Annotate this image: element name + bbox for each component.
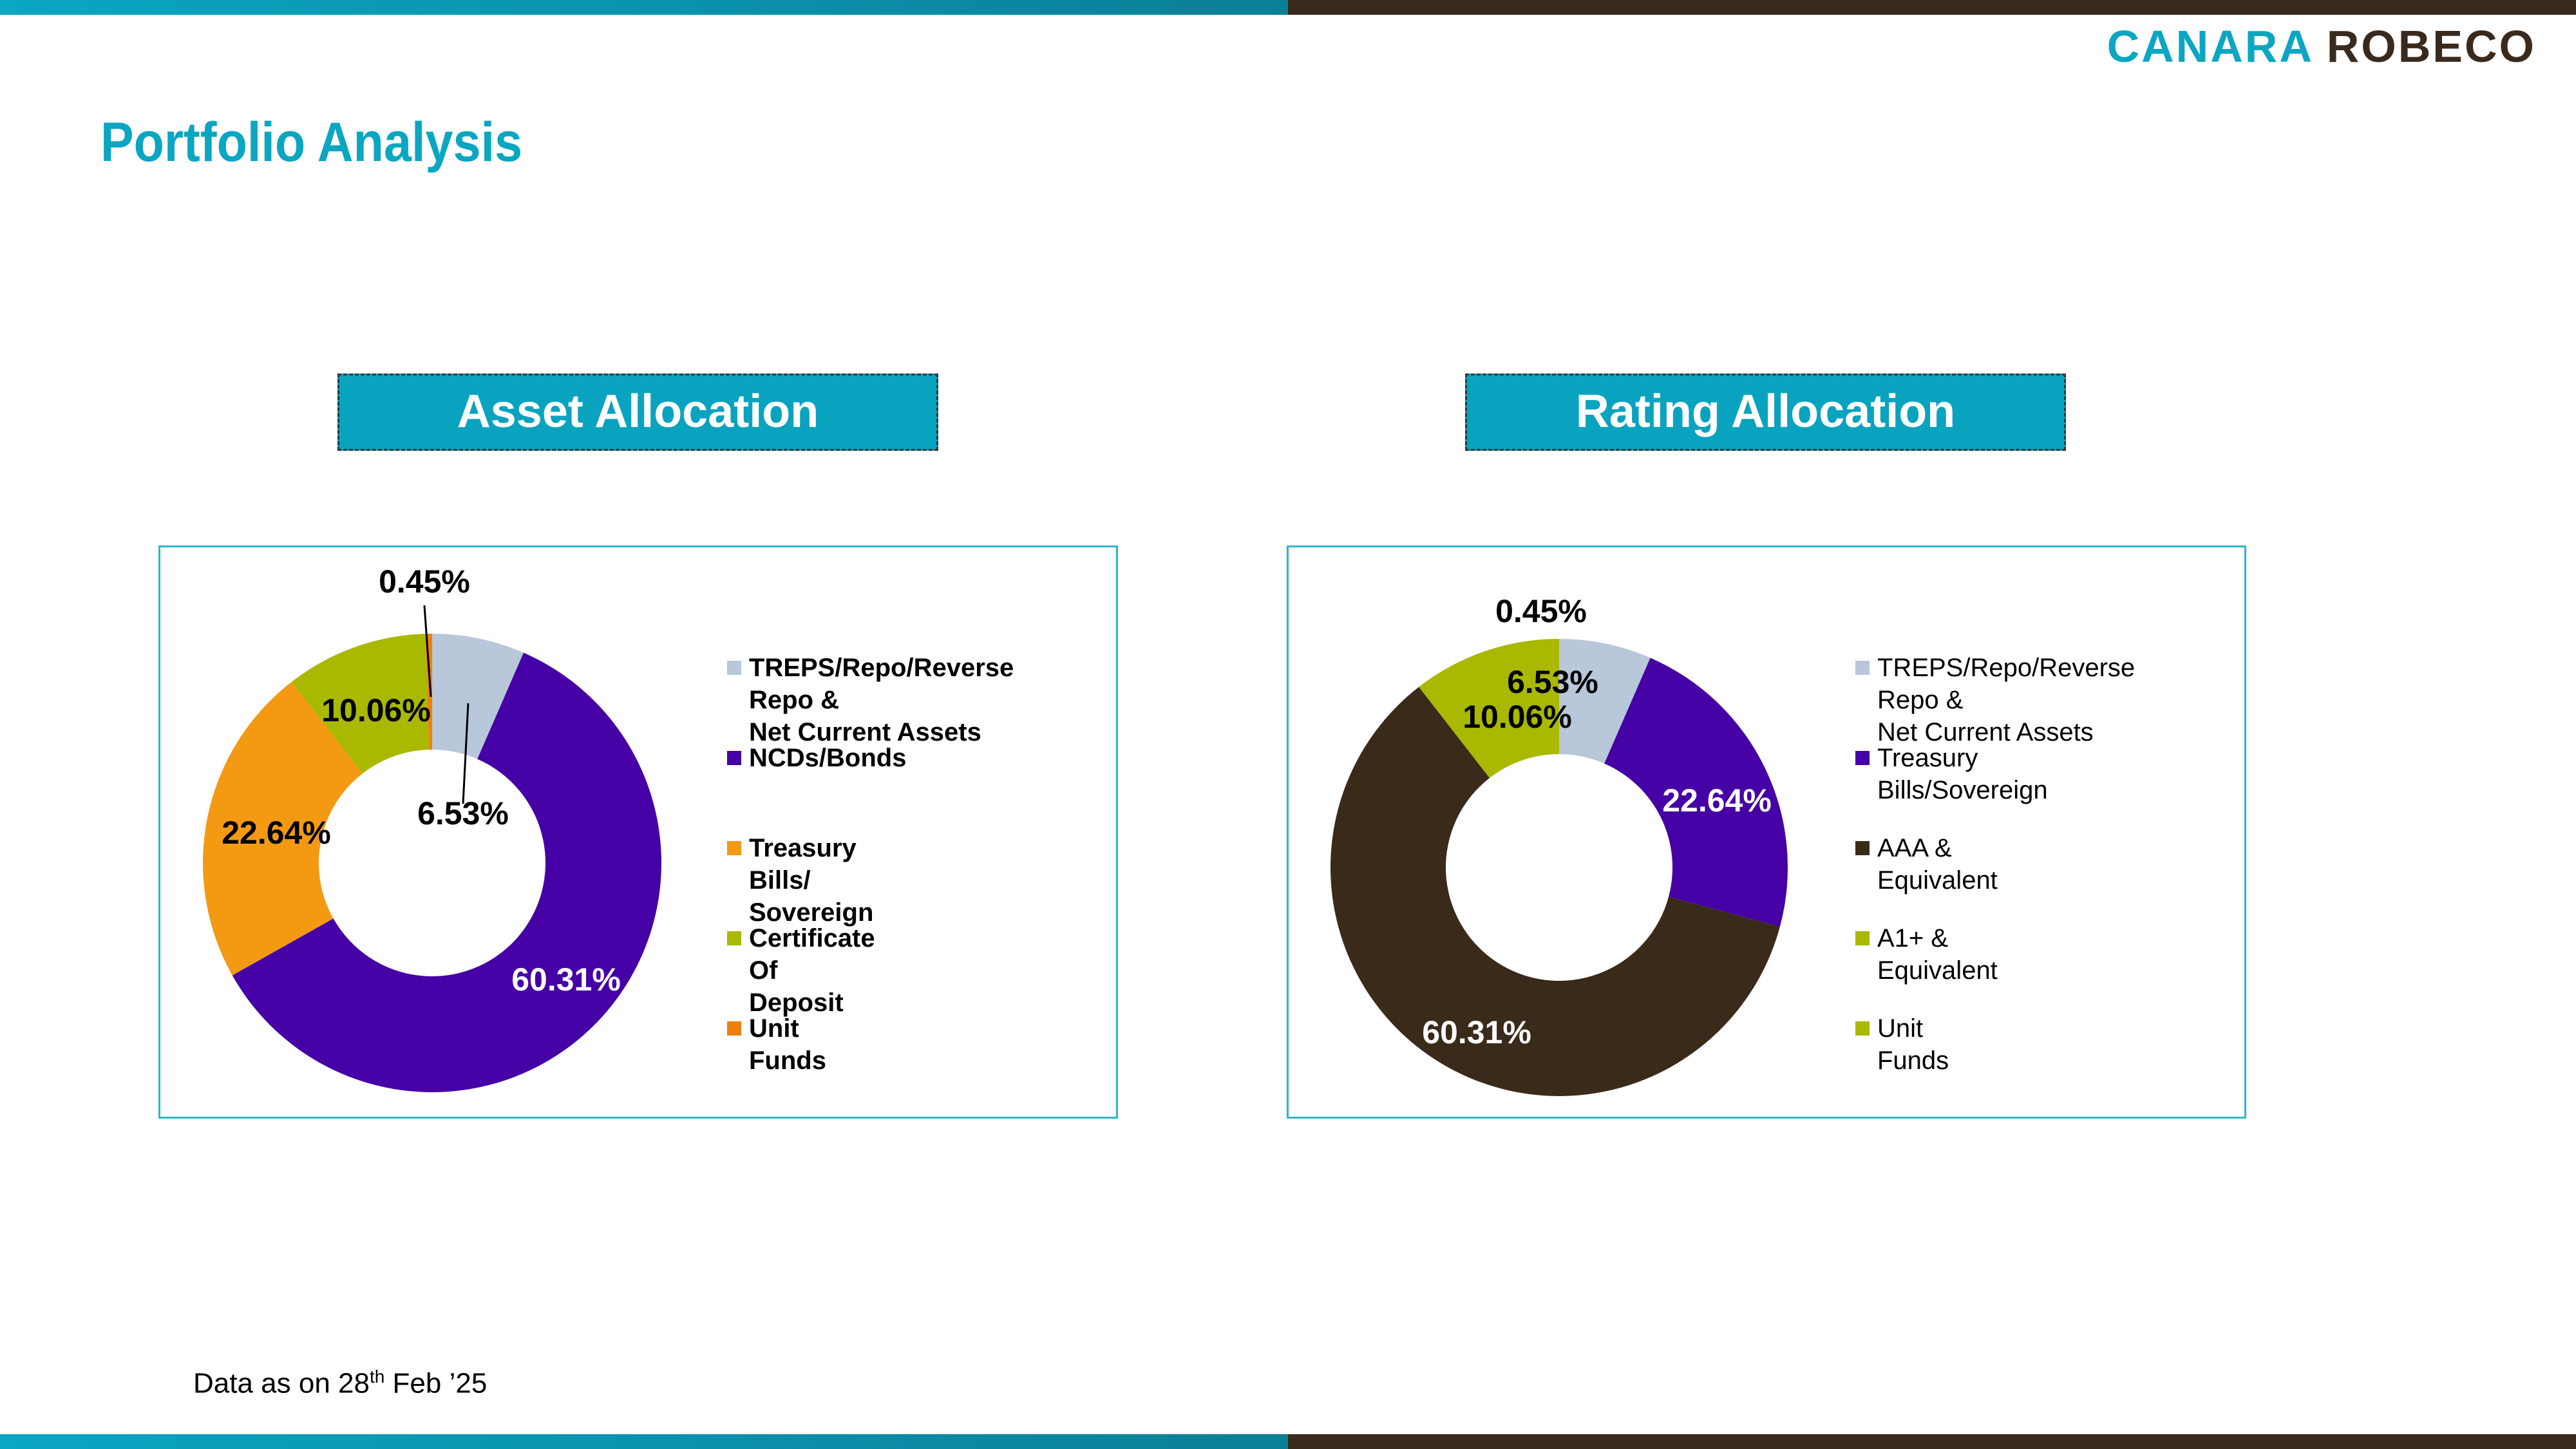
legend-label: TREPS/Repo/Reverse Repo & Net Current Ass…: [749, 652, 1014, 748]
asset-allocation-chart: 6.53% 60.31% 22.64% 10.06% 0.45% TREPS/Repo/…: [158, 545, 1118, 1119]
legend-label: TREPS/Repo/Reverse Repo & Net Current Ass…: [1877, 652, 2135, 748]
legend-label-line: Net Current Assets: [749, 718, 981, 746]
data-date-footnote: Data as on 28th Feb ’25: [193, 1367, 487, 1400]
legend-label: Unit Funds: [1877, 1012, 1949, 1077]
legend-item: Certificate Of Deposit: [727, 922, 875, 1019]
legend-item: TREPS/Repo/Reverse Repo & Net Current Ass…: [1855, 652, 2135, 748]
legend-label: NCDs/Bonds: [749, 742, 906, 774]
footnote-sup: th: [369, 1367, 385, 1387]
donut-slice: [432, 634, 524, 759]
data-label: 6.53%: [417, 795, 509, 831]
legend-label: Unit Funds: [749, 1012, 826, 1077]
logo-part1: CANARA: [2107, 21, 2313, 71]
legend-label-line: Certificate Of Deposit: [749, 924, 875, 1017]
legend-label-line: Unit Funds: [749, 1014, 826, 1075]
legend-item: Unit Funds: [727, 1012, 826, 1077]
legend-swatch: [1855, 931, 1870, 945]
legend-label-line: TREPS/Repo/Reverse Repo &: [749, 654, 1014, 714]
data-label: 6.53%: [1507, 664, 1598, 700]
legend-swatch: [1855, 1021, 1870, 1036]
legend-label-line: NCDs/Bonds: [749, 744, 907, 772]
data-label: 22.64%: [1662, 782, 1772, 819]
data-label: 10.06%: [1463, 699, 1572, 735]
legend-item: AAA & Equivalent: [1855, 832, 1998, 896]
asset-allocation-header: Asset Allocation: [337, 374, 938, 451]
legend-swatch: [727, 751, 741, 765]
leader-line: [462, 703, 469, 804]
donut-slice: [232, 652, 662, 1092]
leader-line: [423, 605, 432, 697]
canara-robeco-logo: CANARA ROBECO: [2107, 21, 2536, 72]
legend-label-line: Unit Funds: [1877, 1014, 1949, 1075]
donut-slice: [1604, 658, 1788, 927]
donut-slice: [1559, 639, 1651, 764]
legend-label: AAA & Equivalent: [1877, 832, 1998, 896]
legend-item: Unit Funds: [1855, 1012, 1949, 1077]
donut-slice: [425, 634, 432, 750]
legend-swatch: [727, 1021, 741, 1036]
bottom-accent-bar: [0, 1434, 2576, 1449]
legend-label: Treasury Bills/ Sovereign: [749, 832, 873, 929]
footnote-suffix: Feb ’25: [384, 1367, 488, 1399]
legend-label: A1+ & Equivalent: [1877, 922, 1998, 987]
legend-swatch: [1855, 661, 1870, 675]
rating-allocation-chart: 6.53% 22.64% 60.31% 10.06% 0.45% TREPS/Repo/…: [1287, 545, 2246, 1119]
donut-slice: [291, 634, 430, 774]
rating-allocation-header: Rating Allocation: [1465, 374, 2066, 451]
legend-label: Treasury Bills/Sovereign: [1877, 742, 2048, 806]
legend-label: Certificate Of Deposit: [749, 922, 875, 1019]
legend-swatch: [1855, 841, 1870, 855]
footnote-prefix: Data as on 28: [193, 1367, 370, 1399]
data-label: 10.06%: [321, 692, 431, 728]
data-label: 0.45%: [1495, 593, 1587, 629]
donut-slice: [1552, 639, 1559, 755]
legend-label-line: Net Current Assets: [1877, 718, 2094, 746]
donut-slice: [1331, 687, 1780, 1096]
legend-item: Treasury Bills/Sovereign: [1855, 742, 2048, 806]
legend-item: TREPS/Repo/Reverse Repo & Net Current Ass…: [727, 652, 1014, 748]
data-label: 22.64%: [222, 815, 331, 851]
logo-part2: ROBECO: [2326, 21, 2536, 71]
legend-swatch: [727, 931, 741, 945]
page-title: Portfolio Analysis: [100, 111, 523, 173]
legend-swatch: [727, 661, 741, 675]
legend-item: Treasury Bills/ Sovereign: [727, 832, 873, 929]
legend-label-line: Treasury Bills/ Sovereign: [749, 834, 874, 927]
data-label: 0.45%: [379, 564, 470, 600]
top-accent-bar: [0, 0, 2576, 15]
legend-swatch: [727, 841, 741, 855]
data-label: 60.31%: [511, 961, 621, 998]
rating-allocation-donut: 6.53% 22.64% 60.31% 10.06% 0.45%: [1331, 593, 1788, 1096]
donut-slice: [203, 681, 363, 976]
legend-label-line: Treasury Bills/Sovereign: [1877, 744, 2048, 804]
legend-label-line: TREPS/Repo/Reverse Repo &: [1877, 654, 2136, 714]
asset-allocation-donut: 6.53% 60.31% 22.64% 10.06% 0.45%: [203, 564, 662, 1092]
data-label: 60.31%: [1422, 1014, 1531, 1050]
donut-slice: [1419, 639, 1557, 779]
legend-item: NCDs/Bonds: [727, 742, 906, 774]
legend-item: A1+ & Equivalent: [1855, 922, 1998, 987]
legend-label-line: A1+ & Equivalent: [1877, 924, 1998, 985]
legend-swatch: [1855, 751, 1870, 765]
legend-label-line: AAA & Equivalent: [1877, 834, 1998, 895]
